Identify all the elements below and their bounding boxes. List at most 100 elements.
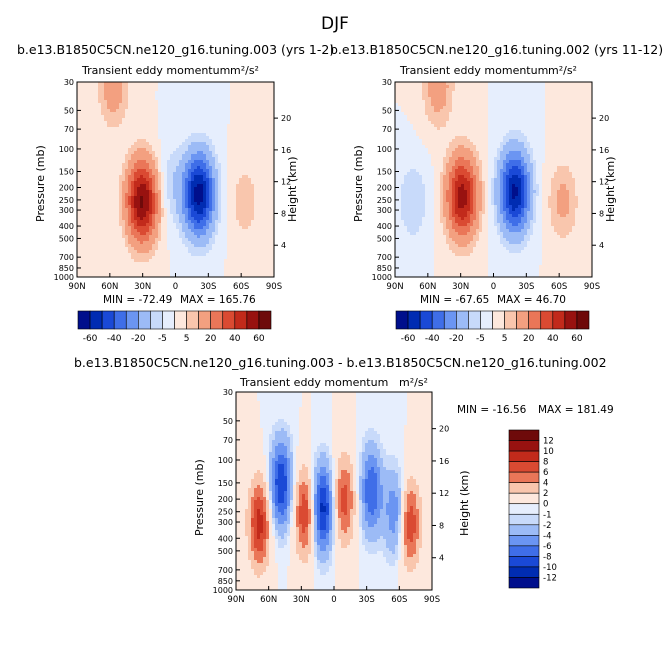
panel3-colorbar-swatch xyxy=(508,535,540,547)
panel2-y2tick: 16 xyxy=(599,146,609,155)
panel1-ytick: 250 xyxy=(59,196,74,205)
panel2-ytick: 500 xyxy=(377,234,392,243)
panel3-colorbar-swatch xyxy=(508,556,540,568)
panel2-colorbar-swatch xyxy=(456,310,469,330)
panel2-xtick: 0 xyxy=(491,282,496,292)
panel3-y2tick: 20 xyxy=(439,425,449,434)
panel3-colorbar-swatch xyxy=(508,471,540,483)
panel2-ytick: 700 xyxy=(377,253,392,262)
panel1-ytick: 70 xyxy=(64,125,74,134)
panel1-colorbar-swatch xyxy=(162,310,175,330)
panel2-ytick: 850 xyxy=(377,264,392,273)
panel1-colorbar: -60 -40 -20 -5 5 20 40 60 xyxy=(77,310,272,344)
panel2-y2tick: 12 xyxy=(599,178,609,187)
panel2-xtick: 60N xyxy=(419,282,436,292)
season-title: DJF xyxy=(321,14,349,34)
panel2-colorbar-swatch xyxy=(443,310,457,330)
panel1-units: m²/s² xyxy=(230,64,259,77)
panel2-colorbar-swatch xyxy=(468,310,481,330)
panel1-xtick: 90S xyxy=(266,282,282,292)
panel1-y2tick: 12 xyxy=(281,178,291,187)
panel1-colorbar-label: 60 xyxy=(253,334,265,344)
panel2-y2tick: 8 xyxy=(599,209,604,218)
panel3-colorbar-swatch xyxy=(508,524,540,536)
panel2-xtick: 90N xyxy=(386,282,403,292)
panel1-field xyxy=(77,82,274,277)
panel1-colorbar-swatch xyxy=(198,310,211,330)
panel3-colorbar-label: 0 xyxy=(543,500,548,510)
panel3-xtick: 90S xyxy=(424,595,440,605)
panel1-colorbar-swatch xyxy=(258,310,272,330)
panel2-max-label: MAX = 46.70 xyxy=(497,294,566,306)
panel2-ytick: 1000 xyxy=(372,273,392,282)
panel2-colorbar-label: -20 xyxy=(449,334,464,344)
panel3-xtick: 90N xyxy=(227,595,244,605)
panel3-xtick: 60N xyxy=(260,595,277,605)
panel1-y2tick: 8 xyxy=(281,209,286,218)
panel1-colorbar-swatch xyxy=(150,310,163,330)
panel1-xtick: 30S xyxy=(200,282,216,292)
panel2-ytick: 250 xyxy=(377,196,392,205)
panel2-colorbar-swatch xyxy=(564,310,578,330)
panel2-xtick: 30S xyxy=(518,282,534,292)
panel3-min-label: MIN = -16.56 xyxy=(457,404,527,416)
panel2-ytick: 70 xyxy=(382,125,392,134)
panel2-colorbar-swatch xyxy=(552,310,566,330)
panel2-plot: 90N 60N 30N 0 30S 60S 90S 30 50 70 100 150 200 250300… xyxy=(372,78,610,344)
panel3-xtick: 30S xyxy=(359,595,375,605)
panel1-colorbar-label: -5 xyxy=(158,334,167,344)
panel2-colorbar-swatch xyxy=(516,310,529,330)
panel2-colorbar-label: 20 xyxy=(523,334,535,344)
panel3-colorbar-swatch xyxy=(508,566,540,578)
panel3-colorbar-label: 8 xyxy=(543,458,548,468)
panel3-colorbar-label: -12 xyxy=(543,573,557,583)
panel1-y2tick: 16 xyxy=(281,146,291,155)
panel3-colorbar-label: -8 xyxy=(543,552,551,562)
panel1-colorbar-label: -40 xyxy=(107,334,122,344)
panel1-colorbar-swatch xyxy=(101,310,115,330)
panel3-ytick: 500 xyxy=(218,547,233,556)
panel3-xtick: 60S xyxy=(391,595,407,605)
panel3-colorbar-label: -4 xyxy=(543,531,551,541)
panel2-xtick: 90S xyxy=(584,282,600,292)
panel3-units: m²/s² xyxy=(399,376,428,389)
panel1-colorbar-label: -20 xyxy=(131,334,146,344)
panel1-colorbar-swatch xyxy=(222,310,236,330)
panel1-colorbar-swatch xyxy=(234,310,248,330)
panel3-ytick: 100 xyxy=(218,456,233,465)
panel3-ytick: 1000 xyxy=(213,586,233,595)
panel2-colorbar-label: -40 xyxy=(425,334,440,344)
panel3-colorbar-swatch xyxy=(508,503,540,515)
panel1-colorbar-swatch xyxy=(138,310,151,330)
panel2-field xyxy=(395,82,592,277)
panel3-field xyxy=(236,392,432,590)
panel1-ytick: 1000 xyxy=(54,273,74,282)
panel1-ytick: 30 xyxy=(64,78,74,87)
panel2-ytick: 50 xyxy=(382,106,392,115)
panel1-plot: 90N 60N 30N 0 30S 60S 90S 30 50 70 100 150 200 250300… xyxy=(54,78,292,344)
panel1-max-label: MAX = 165.76 xyxy=(180,294,256,306)
panel1-colorbar-swatch xyxy=(186,310,199,330)
panel3-colorbar-swatch xyxy=(508,450,540,462)
panel3-ytick: 50 xyxy=(223,417,233,426)
panel3-y2tick: 12 xyxy=(439,489,449,498)
panel1-ytick: 400 xyxy=(59,222,74,231)
panel1-min-label: MIN = -72.49 xyxy=(103,294,173,306)
panel1-colorbar-swatch xyxy=(77,310,91,330)
panel3-colorbar-label: 2 xyxy=(543,489,548,499)
panel3-colorbar-label: -10 xyxy=(543,563,557,573)
panel1-colorbar-label: 40 xyxy=(229,334,241,344)
panel3-ytick: 700 xyxy=(218,566,233,575)
panel2-colorbar-label: -60 xyxy=(401,334,416,344)
panel1-ytick: 50 xyxy=(64,106,74,115)
panel2-y2tick: 20 xyxy=(599,114,609,123)
panel3-colorbar-label: 12 xyxy=(543,437,554,447)
panel1-colorbar-swatch xyxy=(174,310,187,330)
panel2-subtitle: Transient eddy momentum xyxy=(400,64,549,77)
panel2-colorbar-swatch xyxy=(528,310,542,330)
panel2-colorbar-swatch xyxy=(576,310,590,330)
panel3-colorbar-label: 10 xyxy=(543,447,554,457)
panel1-colorbar-label: 20 xyxy=(205,334,217,344)
